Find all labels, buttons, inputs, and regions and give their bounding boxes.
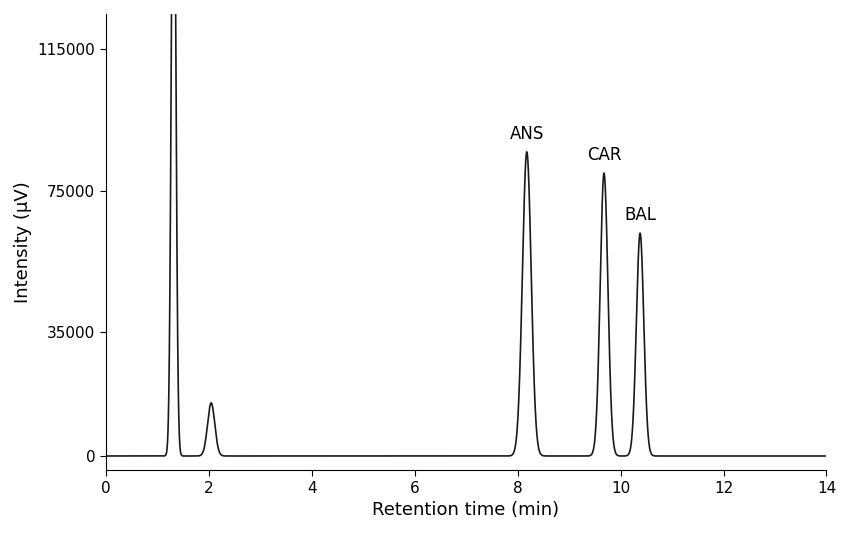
Y-axis label: Intensity (μV): Intensity (μV) xyxy=(14,181,32,303)
X-axis label: Retention time (min): Retention time (min) xyxy=(372,501,559,519)
Text: CAR: CAR xyxy=(586,146,621,164)
Text: BAL: BAL xyxy=(624,206,656,224)
Text: ANS: ANS xyxy=(510,125,544,143)
